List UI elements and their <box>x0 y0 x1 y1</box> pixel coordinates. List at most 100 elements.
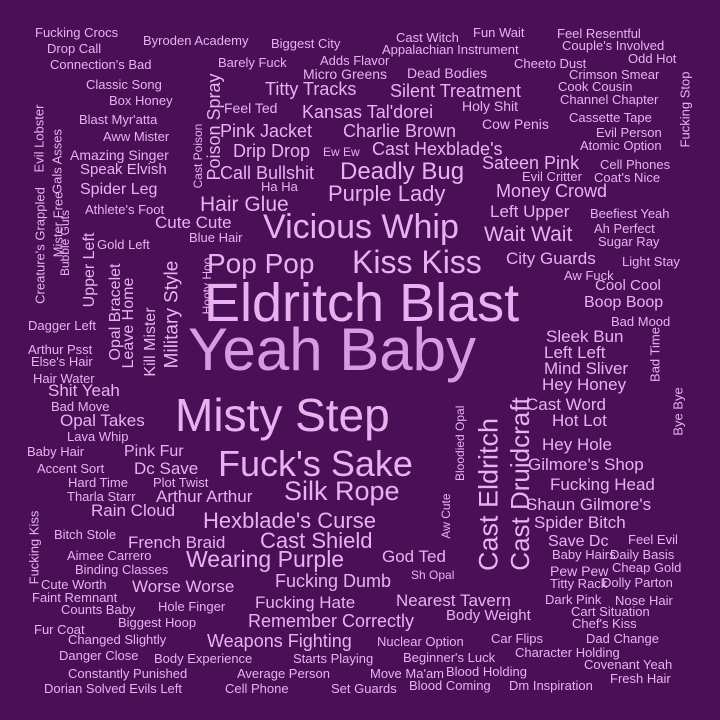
word: Fucking Crocs <box>35 25 119 40</box>
word: Accent Sort <box>37 461 105 476</box>
word: Sugar Ray <box>598 234 660 249</box>
word: Kill Mister <box>142 307 159 377</box>
word: Starts Playing <box>293 651 374 666</box>
word: Creature's Grappled <box>32 187 48 304</box>
word: Changed Slightly <box>68 632 167 647</box>
word: Fucking Stop <box>677 71 693 148</box>
word: Character Holding <box>515 645 620 660</box>
word: Sh Opal <box>411 568 455 582</box>
word: Pink Fur <box>124 443 184 460</box>
word: Covenant Yeah <box>584 657 673 672</box>
word: Hexblade's Curse <box>203 508 376 533</box>
word: Spider Bitch <box>534 513 626 532</box>
word: Bad Move <box>51 399 110 414</box>
word: Faint Remnant <box>32 590 118 605</box>
word: Cute Worth <box>41 577 107 592</box>
word: Purple Lady <box>328 181 446 206</box>
word: Hair Water <box>33 371 95 386</box>
word: Cast Eldritch <box>473 417 504 572</box>
word: Nose Hair <box>615 593 673 608</box>
word: Titty Tracks <box>265 79 357 99</box>
word: Cart Situation <box>571 604 650 619</box>
word: Gold Left <box>97 237 150 252</box>
word: Coat's Nice <box>594 170 661 185</box>
word: Save Dc <box>548 533 609 550</box>
word: Body Experience <box>154 651 253 666</box>
word: Bitch Stole <box>54 527 117 542</box>
word: Athlete's Foot <box>85 202 165 217</box>
word: Deadly Bug <box>340 158 465 185</box>
word: Military Style <box>161 260 183 369</box>
word: Fucking Head <box>550 475 655 494</box>
word: Cute Cute <box>155 213 232 232</box>
word: Left Left <box>544 343 606 362</box>
word: Blast Myr'atta <box>79 112 158 127</box>
word: Baby Hairs <box>552 547 616 562</box>
word: Counts Baby <box>61 602 136 617</box>
word: Chef's Kiss <box>572 616 637 631</box>
word: Biggest Hoop <box>118 615 197 630</box>
word: Mind Sliver <box>544 359 629 378</box>
word: Connection's Bad <box>50 57 152 72</box>
word: Pew Pew <box>550 563 609 579</box>
word: Set Guards <box>331 681 397 696</box>
word: Dolly Parton <box>602 575 673 590</box>
word: Yeah Baby <box>188 316 477 383</box>
word: Feel Ted <box>224 100 278 116</box>
word: Dead Bodies <box>407 65 488 81</box>
word: Bubble Guts <box>58 209 72 277</box>
word: Fun Wait <box>473 25 525 40</box>
word: Daily Basis <box>610 547 675 562</box>
word: Kiss Kiss <box>352 244 482 280</box>
word: Else's Hair <box>31 354 93 369</box>
word: Beginner's Luck <box>403 650 496 665</box>
word: Binding Classes <box>75 562 169 577</box>
word: Danger Close <box>59 648 139 663</box>
word: Constantly Punished <box>68 666 188 681</box>
word: Odd Hot <box>628 51 677 66</box>
word: Boop Boop <box>584 294 664 311</box>
word: Titty Rack <box>550 576 608 591</box>
word: Cast Shield <box>260 528 373 553</box>
word: Dorian Solved Evils Left <box>44 681 183 696</box>
word: Bye Bye <box>670 387 686 436</box>
word: Upper Left <box>81 232 98 308</box>
word: Atomic Option <box>580 138 662 153</box>
word: Wearing Purple <box>186 546 345 572</box>
word: Move Ma'am <box>370 666 445 681</box>
word: Drop Call <box>47 41 102 56</box>
word: Cell Phones <box>600 157 671 172</box>
word: Spider Leg <box>80 181 158 198</box>
word: Amazing Singer <box>70 147 169 163</box>
word: Cast Druidcraft <box>505 397 535 571</box>
word: Rain Cloud <box>91 501 176 520</box>
word: Drip Drop <box>233 141 311 161</box>
word: Aimee Carrero <box>67 548 152 563</box>
word: Fucking Dumb <box>275 571 392 591</box>
word: Pop Pop <box>207 248 315 279</box>
word: Cassette Tape <box>569 110 652 125</box>
word: Left Upper <box>490 202 570 221</box>
word: Dc Save <box>134 459 199 478</box>
word: Couple's Involved <box>562 38 665 53</box>
word: Aw Cute <box>439 493 453 539</box>
word: Fresh Hair <box>610 671 671 686</box>
word: Feel Resentful <box>557 26 641 41</box>
word: Aw Fuck <box>564 268 614 283</box>
word: Classic Song <box>86 77 162 92</box>
word: Dm Inspiration <box>509 678 593 693</box>
word: Hot Lot <box>552 411 607 430</box>
word: Silent Treatment <box>390 81 522 101</box>
word: Feel Evil <box>628 532 678 547</box>
word: Crimson Smear <box>569 67 660 82</box>
word: Hey Hole <box>542 435 612 454</box>
word: Nuclear Option <box>377 634 464 649</box>
word: Hard Time <box>68 475 128 490</box>
word: Beefiest Yeah <box>590 206 670 221</box>
word: Vicious Whip <box>263 208 459 246</box>
word: Ha Ha <box>261 179 298 194</box>
word: Baby Hair <box>27 444 85 459</box>
word: Shit Yeah <box>48 381 120 400</box>
word: Pink Jacket <box>220 121 313 141</box>
word: Cast Word <box>526 395 606 414</box>
